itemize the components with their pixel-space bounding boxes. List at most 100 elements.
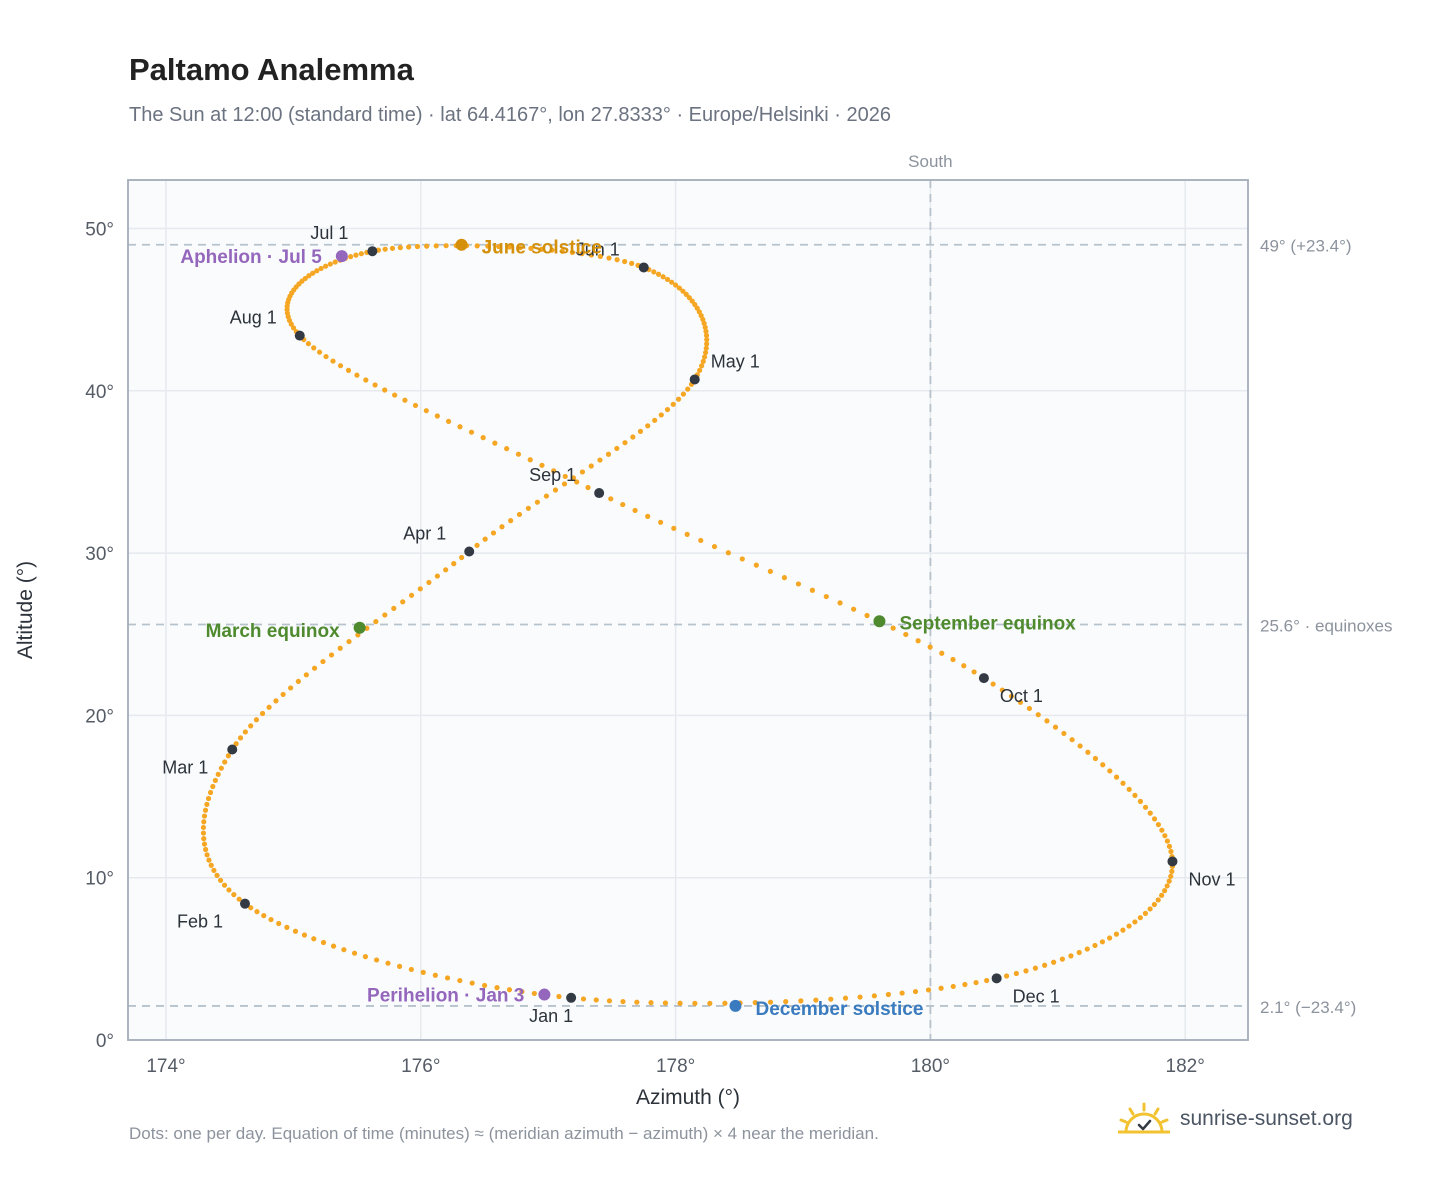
daily-dot [588, 463, 594, 469]
daily-dot [242, 729, 248, 735]
daily-dot [341, 947, 347, 953]
daily-dot [629, 260, 635, 266]
daily-dot [207, 789, 214, 796]
daily-dot [1120, 927, 1126, 933]
daily-dot [767, 999, 774, 1005]
daily-dot [397, 245, 403, 251]
daily-dot [457, 424, 463, 430]
month-marker [464, 546, 475, 557]
daily-dot [345, 367, 352, 373]
daily-dot [903, 631, 909, 638]
month-label: May 1 [711, 351, 760, 371]
daily-dot [1166, 843, 1173, 849]
daily-dot [261, 913, 267, 919]
daily-dot [1052, 724, 1059, 730]
daily-dot [559, 248, 565, 254]
daily-dot [899, 990, 905, 996]
daily-dot [330, 943, 337, 949]
event-marker [353, 621, 366, 634]
daily-dot [686, 295, 692, 301]
daily-dot [660, 274, 666, 280]
daily-dot [323, 353, 329, 360]
daily-dot [212, 777, 218, 784]
daily-dot [798, 998, 804, 1004]
daily-dot [218, 765, 224, 771]
daily-dot [699, 363, 705, 369]
daily-dot [684, 531, 690, 537]
daily-dot [525, 505, 531, 511]
daily-dot [543, 493, 550, 499]
brand-link[interactable]: sunrise-sunset.org [1180, 1107, 1353, 1130]
daily-dot [1077, 743, 1083, 749]
month-marker [239, 898, 250, 909]
daily-dot [1003, 973, 1010, 979]
daily-dot [1155, 897, 1161, 903]
daily-dot [549, 247, 555, 253]
daily-dot [700, 358, 706, 364]
daily-dot [202, 807, 209, 813]
daily-dot [658, 519, 664, 525]
daily-dot [579, 251, 585, 257]
daily-dot [353, 252, 359, 258]
daily-dot [1164, 883, 1170, 889]
daily-dot [651, 269, 657, 275]
daily-dot [480, 435, 486, 441]
daily-dot [614, 445, 620, 452]
daily-dot [648, 1000, 654, 1006]
daily-dot [885, 991, 891, 998]
daily-dot [259, 710, 266, 717]
daily-dot [890, 625, 896, 631]
daily-dot [556, 993, 562, 1000]
daily-dot [580, 996, 587, 1002]
daily-dot [396, 963, 403, 969]
event-marker [335, 250, 348, 263]
daily-dot [1084, 946, 1090, 952]
daily-dot [424, 243, 430, 249]
daily-dot [752, 1000, 758, 1006]
month-label: Oct 1 [1000, 686, 1043, 706]
daily-dot [597, 253, 604, 260]
daily-dot [469, 980, 475, 986]
y-tick-label: 20° [85, 706, 114, 727]
daily-dot [588, 252, 594, 258]
daily-dot [226, 887, 232, 893]
daily-dot [527, 457, 533, 463]
daily-dot [939, 650, 945, 656]
daily-dot [950, 983, 956, 990]
daily-dot [385, 960, 391, 966]
plot-area [128, 180, 1248, 1040]
daily-dot [311, 345, 317, 351]
daily-dot [531, 990, 537, 997]
daily-dot [323, 263, 329, 269]
daily-dot [337, 363, 344, 369]
daily-dot [1142, 804, 1149, 810]
daily-dot [704, 337, 710, 343]
daily-dot [652, 417, 658, 423]
daily-dot [675, 396, 682, 402]
daily-dot [561, 481, 568, 487]
daily-dot [400, 599, 406, 605]
daily-dot [1100, 762, 1106, 768]
daily-dot [645, 513, 651, 519]
daily-dot [1051, 959, 1057, 965]
month-label: Dec 1 [1013, 986, 1060, 1006]
daily-dot [459, 554, 465, 561]
daily-dot [1092, 942, 1098, 949]
daily-dot [658, 412, 664, 418]
daily-dot [703, 328, 709, 334]
month-marker [638, 262, 649, 273]
event-label: December solstice [755, 999, 923, 1020]
daily-dot [248, 905, 254, 911]
daily-dot [202, 846, 209, 853]
daily-dot [200, 824, 207, 831]
daily-dot [434, 573, 440, 579]
brand[interactable]: sunrise-sunset.org [1118, 1102, 1353, 1136]
daily-dot [444, 975, 451, 981]
daily-dot [739, 556, 745, 562]
daily-dot [320, 939, 327, 946]
daily-dot [363, 377, 369, 383]
daily-dot [1147, 810, 1153, 816]
reference-line-label: 49° (+23.4°) [1260, 237, 1352, 256]
daily-dot [276, 920, 282, 927]
daily-dot [506, 244, 513, 250]
